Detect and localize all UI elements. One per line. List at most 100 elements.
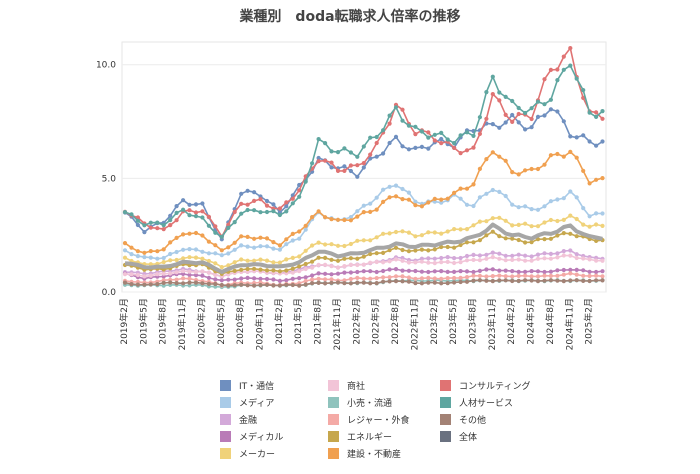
data-point — [329, 277, 334, 282]
data-point — [406, 268, 411, 273]
data-point — [290, 282, 295, 288]
legend-item: 金融 — [220, 412, 328, 426]
data-point — [252, 258, 257, 263]
data-point — [516, 111, 521, 117]
data-point — [548, 273, 554, 278]
data-point — [284, 209, 289, 214]
data-point — [529, 254, 534, 259]
x-tick-label: 2021年11月 — [331, 298, 343, 350]
data-point — [600, 116, 605, 121]
data-point — [471, 278, 476, 283]
x-tick-label: 2022年8月 — [389, 298, 401, 345]
data-point — [510, 257, 515, 262]
data-point — [393, 279, 399, 284]
data-point — [510, 269, 515, 274]
legend-swatch — [440, 379, 451, 391]
data-point — [497, 125, 502, 130]
legend-item: 人材サービス — [440, 395, 590, 409]
data-point — [503, 218, 508, 223]
data-point — [335, 243, 341, 248]
data-point — [458, 260, 463, 265]
data-point — [374, 154, 379, 159]
data-point — [232, 260, 237, 265]
data-point — [568, 271, 573, 276]
data-point — [135, 272, 140, 278]
data-point — [316, 209, 321, 214]
data-point — [316, 137, 321, 142]
legend-label: 小売・流通 — [347, 398, 393, 409]
data-point — [516, 237, 521, 243]
data-point — [542, 278, 547, 283]
data-point — [355, 238, 360, 243]
data-point — [174, 218, 179, 223]
data-point — [323, 242, 328, 247]
data-point — [148, 262, 153, 267]
data-point — [368, 209, 373, 214]
data-point — [600, 223, 605, 228]
data-point — [581, 133, 586, 138]
data-point — [393, 229, 399, 235]
data-point — [452, 269, 457, 274]
data-point — [252, 266, 257, 271]
data-point — [323, 271, 328, 276]
data-point — [523, 110, 528, 116]
data-point — [471, 252, 476, 257]
data-point — [168, 213, 173, 218]
data-point — [368, 269, 373, 274]
data-point — [561, 253, 566, 258]
data-point — [342, 278, 347, 283]
data-point — [445, 255, 450, 260]
data-point — [419, 233, 424, 238]
data-point — [355, 163, 360, 168]
data-point — [393, 267, 399, 272]
data-point — [161, 223, 166, 228]
data-point — [406, 275, 411, 280]
data-point — [161, 271, 166, 276]
data-point — [303, 266, 308, 272]
data-point — [174, 270, 179, 275]
data-point — [168, 258, 173, 263]
data-point — [271, 202, 276, 207]
data-point — [458, 279, 463, 285]
data-point — [239, 267, 244, 272]
data-point — [574, 76, 579, 81]
data-point — [258, 282, 263, 288]
data-point — [387, 121, 392, 126]
data-point — [594, 211, 599, 216]
data-point — [297, 269, 302, 274]
data-point — [587, 181, 592, 186]
legend-item: 全体 — [440, 429, 590, 443]
data-point — [297, 283, 302, 288]
data-point — [555, 67, 560, 72]
data-point — [594, 273, 599, 278]
data-point — [348, 241, 353, 247]
data-point — [355, 269, 360, 275]
data-point — [535, 166, 541, 172]
data-point — [458, 242, 463, 248]
data-point — [348, 163, 353, 168]
data-point — [142, 223, 147, 228]
legend-label: 商社 — [347, 381, 366, 392]
data-point — [581, 88, 586, 93]
data-point — [503, 268, 508, 273]
data-point — [355, 174, 360, 179]
data-point — [181, 281, 186, 286]
data-point — [316, 240, 321, 245]
data-point — [348, 276, 353, 282]
series-4 — [122, 213, 605, 270]
data-point — [393, 257, 399, 262]
data-point — [374, 195, 379, 200]
data-point — [413, 276, 418, 281]
data-point — [477, 238, 482, 243]
data-point — [452, 280, 457, 285]
data-point — [426, 280, 431, 285]
data-point — [245, 283, 250, 288]
data-point — [574, 234, 579, 239]
x-tick-label: 2019年2月 — [118, 298, 130, 345]
data-point — [368, 201, 373, 206]
x-tick-label: 2019年8月 — [157, 298, 169, 345]
data-point — [129, 245, 134, 250]
legend-item: 建設・不動産 — [328, 446, 440, 460]
data-point — [219, 234, 224, 239]
data-point — [529, 106, 534, 111]
